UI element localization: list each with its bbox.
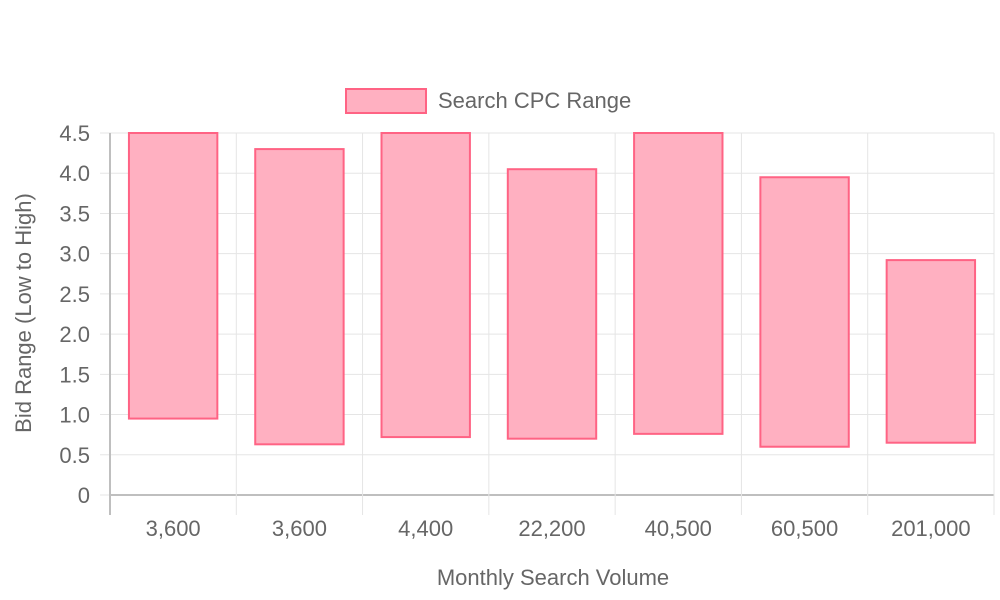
y-tick-label: 4.0	[59, 161, 90, 186]
bar-1[interactable]	[127, 132, 219, 420]
x-tick-label: 3,600	[146, 516, 201, 541]
y-tick-label: 2.5	[59, 282, 90, 307]
x-tick-label: 4,400	[398, 516, 453, 541]
y-tick-label: 0	[78, 483, 90, 508]
y-axis-ticks: 0 0.5 1.0 1.5 2.0 2.5 3.0 3.5 4.0 4.5	[59, 121, 90, 508]
x-tick-label: 60,500	[771, 516, 838, 541]
y-tick-label: 1.5	[59, 362, 90, 387]
bars	[127, 132, 977, 448]
y-tick-label: 1.0	[59, 403, 90, 428]
bar-5[interactable]	[633, 132, 724, 435]
y-axis-title: Bid Range (Low to High)	[11, 193, 36, 433]
bar-6[interactable]	[759, 176, 850, 448]
x-tick-label: 3,600	[272, 516, 327, 541]
y-tick-label: 3.5	[59, 201, 90, 226]
legend-swatch	[345, 88, 427, 114]
x-axis-title: Monthly Search Volume	[437, 565, 669, 590]
x-tick-label: 201,000	[891, 516, 971, 541]
bar-2[interactable]	[254, 148, 345, 446]
y-tick-label: 3.0	[59, 242, 90, 267]
y-tick-label: 4.5	[59, 121, 90, 146]
y-tick-label: 2.0	[59, 322, 90, 347]
y-tick-label: 0.5	[59, 443, 90, 468]
x-tick-label: 40,500	[645, 516, 712, 541]
bar-4[interactable]	[506, 168, 598, 440]
legend-label-search-cpc-range: Search CPC Range	[438, 88, 631, 113]
legend[interactable]: Search CPC Range	[345, 88, 631, 114]
x-tick-label: 22,200	[518, 516, 585, 541]
bar-7[interactable]	[885, 259, 977, 444]
bar-3[interactable]	[380, 132, 471, 439]
x-axis-ticks: 3,600 3,600 4,400 22,200 40,500 60,500 201,000	[146, 516, 971, 541]
